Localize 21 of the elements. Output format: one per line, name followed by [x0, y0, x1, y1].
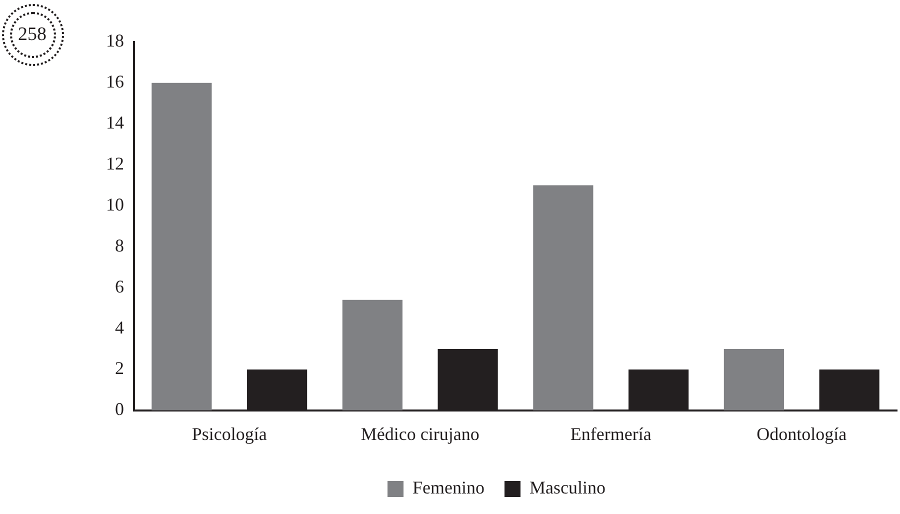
y-tick-label: 6 — [115, 276, 124, 296]
y-tick-label: 2 — [115, 358, 124, 378]
y-tick-label: 12 — [106, 154, 124, 174]
text: 258 — [18, 24, 46, 46]
y-tick-label: 16 — [106, 72, 124, 92]
y-tick-label: 10 — [106, 194, 124, 214]
x-tick-label: Psicología — [192, 424, 267, 444]
y-tick-label: 14 — [106, 112, 124, 133]
y-tick-label: 0 — [115, 399, 124, 420]
bar — [724, 349, 784, 410]
x-tick-label: Enfermería — [570, 424, 652, 444]
bar — [342, 300, 402, 410]
x-tick-label: Odontología — [756, 424, 847, 444]
bar — [533, 185, 594, 410]
y-tick-label: 18 — [106, 30, 124, 51]
x-tick-label: Médico cirujano — [360, 424, 480, 444]
bar — [152, 82, 212, 410]
legend-label: Femenino — [412, 478, 485, 498]
legend-label: Masculino — [530, 478, 606, 498]
y-tick-label: 4 — [115, 317, 124, 338]
y-tick-label: 8 — [115, 235, 124, 256]
